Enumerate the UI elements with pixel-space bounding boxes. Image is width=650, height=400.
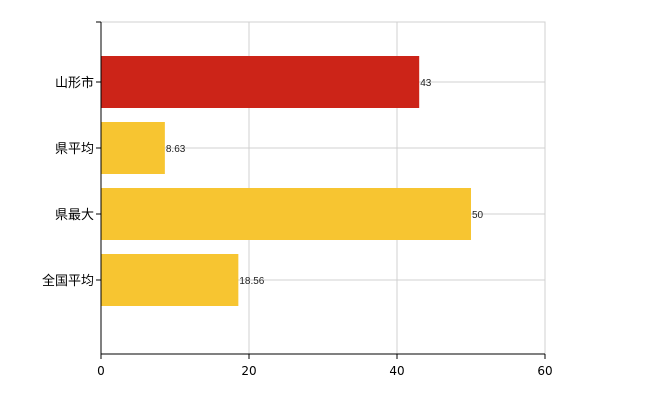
category-label: 県平均 (55, 142, 94, 157)
axes-layer (96, 21, 546, 359)
x-tick-label: 40 (389, 364, 404, 378)
bar (101, 254, 239, 306)
category-label: 全国平均 (42, 273, 94, 289)
bar (101, 188, 471, 240)
category-label: 山形市 (55, 75, 94, 91)
bars-layer (101, 56, 471, 306)
x-tick-label: 0 (97, 364, 105, 378)
data-label: 18.56 (239, 276, 264, 287)
data-label: 43 (420, 78, 432, 89)
x-tick-label: 20 (241, 364, 256, 378)
bar (101, 122, 165, 174)
data-label: 8.63 (166, 144, 186, 155)
category-label: 県最大 (55, 208, 94, 223)
x-tick-label: 60 (537, 364, 552, 378)
data-label: 50 (472, 210, 484, 221)
bar (101, 56, 420, 108)
